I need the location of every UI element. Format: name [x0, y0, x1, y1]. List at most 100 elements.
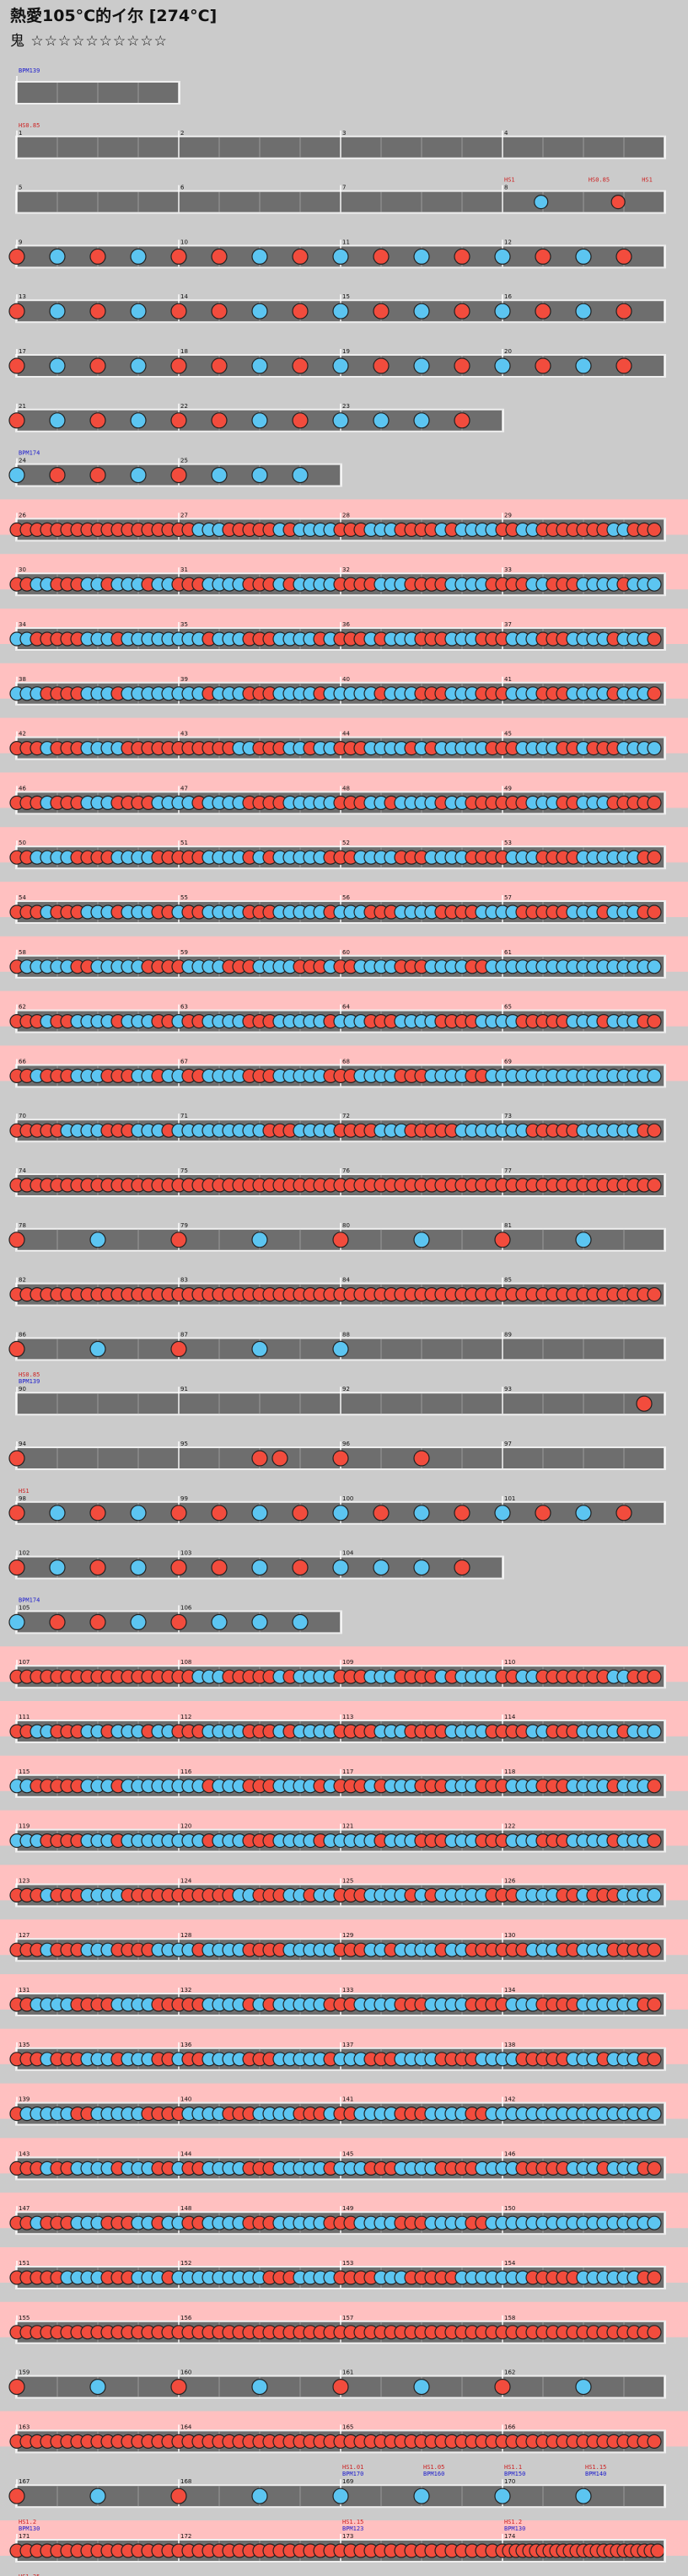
don-note: [170, 1232, 187, 1248]
ka-note: [575, 248, 592, 265]
ka-note: [647, 740, 662, 756]
don-note: [647, 850, 662, 865]
measure-number: 148: [180, 2205, 191, 2212]
ka-note: [647, 1887, 662, 1902]
measure-number: 134: [504, 1987, 516, 1994]
measure-number: 56: [342, 894, 350, 901]
measure-number: 172: [180, 2533, 191, 2540]
measure-number: 53: [504, 840, 512, 846]
ka-note: [251, 466, 268, 484]
measure-number: 135: [19, 2042, 30, 2048]
don-note: [615, 248, 632, 265]
measure-number: 143: [19, 2150, 30, 2157]
measure-number: 13: [19, 293, 26, 300]
don-note: [454, 1559, 470, 1576]
measure-number: 103: [180, 1550, 191, 1557]
don-note: [647, 2052, 662, 2067]
ka-note: [251, 1232, 268, 1248]
ka-note: [130, 1505, 147, 1521]
measure-number: 138: [504, 2042, 515, 2048]
measure-number: 75: [180, 1167, 188, 1174]
measure-number: 153: [342, 2260, 353, 2267]
measure-number: 69: [504, 1058, 512, 1065]
don-note: [647, 795, 662, 811]
measure-number: 65: [504, 1004, 512, 1011]
ka-note: [494, 1505, 511, 1521]
measure-number: 127: [19, 1932, 30, 1939]
measure-number: 20: [504, 348, 512, 355]
measure-number: 14: [180, 293, 188, 300]
measure-number: 3: [342, 130, 346, 137]
don-note: [647, 2270, 662, 2285]
measure-number: 35: [180, 621, 188, 628]
ka-note: [251, 303, 268, 319]
ka-note: [211, 466, 228, 484]
measure-number: 40: [342, 676, 350, 683]
measure-number: 11: [342, 239, 350, 245]
don-note: [373, 303, 390, 319]
measure-number: 41: [504, 676, 512, 683]
measure-number: 87: [180, 1331, 188, 1338]
difficulty-label: 鬼 ☆☆☆☆☆☆☆☆☆☆: [10, 33, 168, 50]
measure-number: 144: [180, 2150, 192, 2157]
ka-note: [575, 1505, 592, 1521]
measure-number: 170: [504, 2478, 515, 2485]
measure-number: 156: [180, 2315, 192, 2321]
don-note: [211, 1505, 228, 1521]
measure-number: 112: [180, 1714, 191, 1720]
measure-number: 141: [342, 2096, 353, 2103]
measure-number: 120: [180, 1823, 191, 1830]
measure-number: 63: [180, 1004, 188, 1011]
ka-note: [575, 2379, 592, 2396]
measure-number: 82: [19, 1277, 26, 1284]
don-note: [332, 1450, 349, 1467]
don-note: [211, 412, 228, 429]
don-note: [332, 2379, 349, 2396]
ka-note: [575, 1232, 592, 1248]
measure-number: 9: [19, 239, 22, 245]
don-note: [647, 1669, 662, 1684]
scroll-marker: HS0.85: [19, 122, 40, 129]
measure-number: 140: [180, 2096, 191, 2103]
ka-note: [494, 2487, 511, 2504]
measure-number: 64: [342, 1004, 350, 1011]
don-note: [292, 1505, 309, 1521]
measure-number: 116: [180, 1768, 192, 1775]
don-note: [8, 1340, 25, 1358]
don-note: [211, 1559, 228, 1576]
don-note: [271, 1450, 288, 1467]
ka-note: [413, 1505, 430, 1521]
measure-number: 97: [504, 1441, 512, 1447]
measure-number: 71: [180, 1113, 188, 1119]
measure-number: 111: [19, 1714, 30, 1720]
measure-number: 165: [342, 2423, 353, 2430]
ka-note: [251, 1505, 268, 1521]
measure-number: 43: [180, 731, 188, 738]
measure-number: 23: [342, 403, 350, 410]
measure-number: 114: [504, 1714, 516, 1720]
measure-number: 142: [504, 2096, 515, 2103]
ka-note: [8, 1613, 25, 1631]
measure-number: 161: [342, 2369, 353, 2376]
measure-number: 78: [19, 1222, 26, 1229]
measure-number: 16: [504, 293, 512, 300]
measure-number: 90: [19, 1386, 26, 1393]
ka-note: [575, 357, 592, 374]
don-note: [89, 466, 106, 484]
scroll-marker: HS1.05: [423, 2464, 444, 2471]
ka-note: [130, 1559, 147, 1576]
don-note: [647, 522, 662, 538]
don-note: [332, 1232, 349, 1248]
ka-note: [251, 1340, 268, 1358]
ka-note: [49, 357, 66, 374]
measure-number: 152: [180, 2260, 191, 2267]
don-note: [89, 303, 106, 319]
measure-number: 122: [504, 1823, 515, 1830]
measure-number: 25: [180, 458, 188, 464]
don-note: [8, 357, 25, 374]
ka-note: [130, 1613, 147, 1631]
measure-number: 2: [180, 130, 184, 137]
don-note: [647, 2325, 662, 2340]
measure-number: 100: [342, 1495, 353, 1502]
don-note: [494, 1232, 511, 1248]
